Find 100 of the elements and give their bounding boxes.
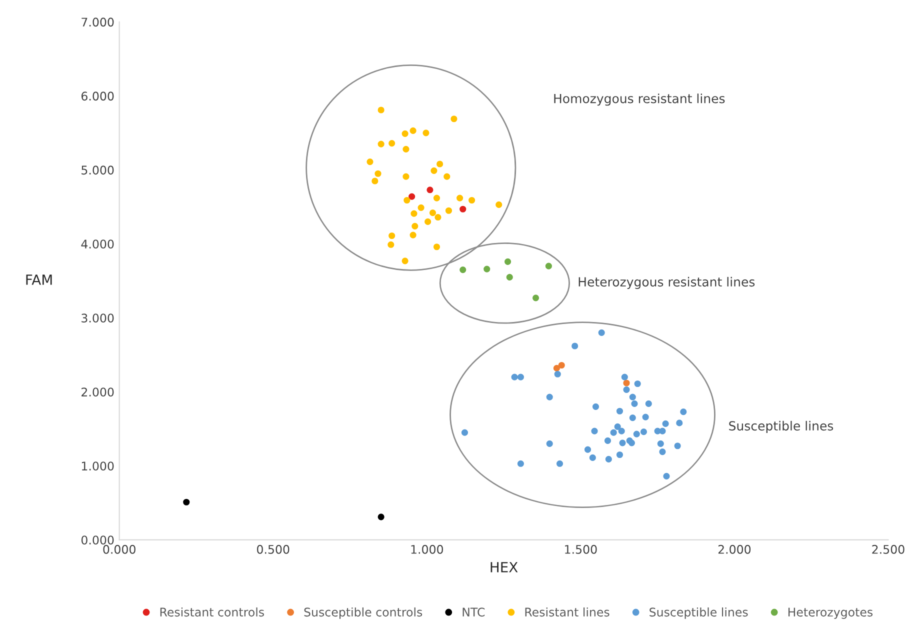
point bbox=[378, 106, 384, 114]
annotation: Susceptible lines bbox=[729, 420, 834, 433]
point bbox=[631, 400, 638, 408]
point bbox=[640, 428, 648, 436]
point bbox=[388, 140, 396, 147]
point bbox=[663, 472, 670, 480]
point bbox=[628, 440, 636, 446]
point bbox=[388, 232, 396, 240]
x-tick-label: 1.000 bbox=[411, 544, 444, 554]
y-tick-label: 1.000 bbox=[82, 462, 114, 471]
point bbox=[484, 266, 490, 272]
point bbox=[659, 448, 666, 456]
annotation: Homozygous resistant lines bbox=[554, 94, 725, 106]
point bbox=[436, 160, 444, 168]
x-axis-title: HEX bbox=[490, 562, 518, 572]
point bbox=[450, 116, 458, 122]
y-tick-label: 3.000 bbox=[82, 314, 114, 323]
x-tick-label: 2.500 bbox=[872, 544, 904, 554]
point bbox=[461, 429, 468, 436]
point bbox=[629, 394, 636, 400]
point bbox=[372, 178, 378, 184]
point bbox=[623, 380, 630, 386]
point bbox=[374, 170, 382, 177]
y-tick-label: 0.000 bbox=[81, 536, 114, 544]
point bbox=[633, 430, 640, 438]
point bbox=[598, 329, 605, 336]
point bbox=[402, 146, 410, 152]
point bbox=[676, 420, 683, 426]
point bbox=[674, 442, 681, 450]
point bbox=[433, 194, 440, 202]
point bbox=[618, 428, 625, 434]
point bbox=[605, 456, 612, 462]
point bbox=[619, 440, 626, 446]
point bbox=[645, 400, 652, 408]
point bbox=[412, 222, 418, 230]
point bbox=[426, 186, 434, 194]
point bbox=[434, 214, 442, 221]
y-tick-label: 6.000 bbox=[82, 92, 114, 101]
point bbox=[604, 437, 612, 444]
point bbox=[366, 158, 374, 166]
x-tick-label: 0.500 bbox=[257, 544, 290, 554]
legend-label: Heterozygotes bbox=[788, 608, 873, 619]
point bbox=[642, 414, 649, 420]
point bbox=[378, 140, 384, 148]
y-tick-label: 2.000 bbox=[82, 388, 114, 397]
point bbox=[404, 196, 410, 204]
point bbox=[424, 218, 432, 225]
y-tick-label: 7.000 bbox=[82, 18, 114, 27]
legend-label: Susceptible lines bbox=[650, 607, 748, 619]
point bbox=[591, 428, 598, 434]
point bbox=[623, 386, 630, 393]
point bbox=[402, 258, 408, 264]
point bbox=[402, 173, 410, 180]
point bbox=[546, 394, 553, 400]
point bbox=[504, 258, 512, 265]
legend-label: Resistant lines bbox=[525, 607, 610, 617]
point bbox=[422, 130, 430, 136]
point bbox=[183, 498, 190, 506]
point bbox=[616, 408, 624, 414]
point bbox=[460, 266, 466, 274]
annotation: Heterozygous resistant lines bbox=[578, 276, 755, 290]
point bbox=[545, 262, 552, 270]
x-tick-label: 0.000 bbox=[103, 544, 136, 554]
point bbox=[410, 210, 418, 217]
point bbox=[460, 206, 466, 212]
point bbox=[553, 364, 560, 372]
point bbox=[402, 130, 408, 137]
point bbox=[429, 210, 436, 216]
point bbox=[444, 173, 450, 180]
point bbox=[456, 194, 464, 202]
legend-label: NTC bbox=[462, 608, 485, 617]
point bbox=[418, 204, 424, 211]
point bbox=[517, 374, 524, 380]
point bbox=[610, 429, 617, 436]
point bbox=[680, 408, 687, 416]
legend-label: Susceptible controls bbox=[304, 607, 422, 619]
point bbox=[511, 374, 518, 380]
point bbox=[410, 127, 416, 134]
point bbox=[388, 241, 394, 248]
point bbox=[634, 380, 641, 388]
point bbox=[572, 342, 578, 350]
point bbox=[662, 420, 669, 427]
y-tick-label: 4.000 bbox=[81, 240, 114, 249]
point bbox=[554, 370, 561, 378]
point bbox=[558, 362, 565, 369]
point bbox=[616, 451, 624, 458]
point bbox=[532, 294, 540, 302]
point bbox=[445, 207, 452, 214]
point bbox=[657, 440, 664, 447]
y-tick-label: 5.000 bbox=[82, 166, 114, 175]
legend-label: Resistant controls bbox=[160, 607, 264, 617]
point bbox=[506, 274, 513, 280]
point bbox=[556, 460, 564, 467]
x-tick-label: 2.000 bbox=[718, 544, 751, 554]
point bbox=[430, 167, 438, 174]
point bbox=[659, 428, 666, 434]
point bbox=[546, 440, 553, 447]
point bbox=[629, 414, 636, 422]
point bbox=[410, 232, 416, 238]
point bbox=[433, 244, 440, 250]
